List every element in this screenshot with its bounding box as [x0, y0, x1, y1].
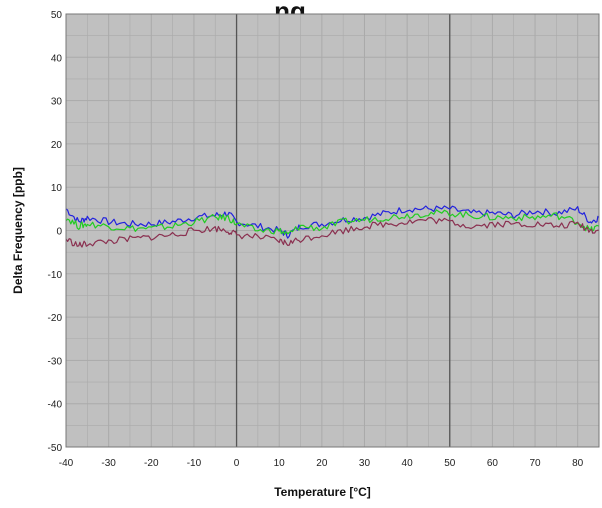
x-tick-label: 0 — [234, 458, 240, 469]
plot-border — [65, 13, 600, 448]
x-tick-label: 10 — [274, 458, 286, 469]
series-line-3 — [65, 217, 600, 248]
y-tick-label: -30 — [48, 356, 63, 367]
x-tick-label: -10 — [187, 458, 202, 469]
x-axis-title: Temperature [°C] — [274, 485, 371, 499]
x-tick-label: -20 — [144, 458, 159, 469]
x-tick-label: 60 — [487, 458, 499, 469]
y-tick-label: 40 — [51, 53, 63, 64]
x-tick-label: 20 — [316, 458, 328, 469]
series-line-2 — [65, 209, 600, 235]
y-tick-label: 0 — [56, 227, 62, 238]
y-tick-label: -20 — [48, 313, 63, 324]
y-axis-title: Delta Frequency [ppb] — [11, 167, 25, 294]
x-tick-label: 30 — [359, 458, 371, 469]
y-tick-label: 10 — [51, 183, 63, 194]
x-tick-label: -30 — [101, 458, 116, 469]
y-tick-label: -10 — [48, 270, 63, 281]
x-tick-labels: -40 -30 -20 -10 0 10 20 30 40 50 60 70 80 — [59, 458, 584, 469]
x-tick-label: -40 — [59, 458, 74, 469]
x-tick-label: 80 — [572, 458, 584, 469]
y-tick-label: -40 — [48, 400, 63, 411]
x-tick-label: 70 — [529, 458, 541, 469]
y-tick-label: -50 — [48, 443, 63, 454]
y-tick-label: 50 — [51, 10, 63, 21]
x-tick-label: 40 — [402, 458, 414, 469]
y-tick-label: 20 — [51, 140, 63, 151]
y-tick-labels: 50 40 30 20 10 0 -10 -20 -30 -40 -50 — [48, 10, 63, 454]
data-series — [65, 205, 600, 248]
reference-lines — [235, 14, 451, 447]
y-tick-label: 30 — [51, 97, 63, 108]
x-tick-label: 50 — [444, 458, 456, 469]
